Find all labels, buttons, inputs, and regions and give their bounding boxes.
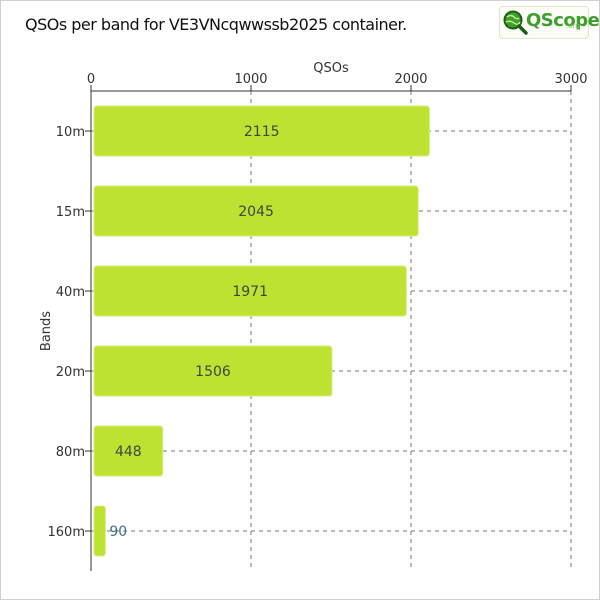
grid-lines: [91, 91, 572, 571]
bar-40m: [93, 265, 407, 317]
y-tick-label: 20m: [56, 365, 85, 380]
y-tick-label: 40m: [56, 285, 85, 300]
bar-value-label: 2045: [238, 204, 274, 220]
bar-value-label: 90: [109, 524, 127, 540]
chart-title: QSOs per band for VE3VNcqwwssb2025 conta…: [25, 15, 407, 34]
y-axis-label: Bands: [39, 311, 54, 351]
qscope-logo[interactable]: QScope .org: [499, 6, 599, 39]
bars: 2115 2045 1971 1506 448 90: [93, 105, 430, 557]
axes: 0 1000 2000 3000 10m 15m 40m 20m 80m 160m: [48, 72, 588, 571]
y-tick-label: 15m: [56, 205, 85, 220]
bar-15m: [93, 185, 419, 237]
y-tick-label: 80m: [56, 445, 85, 460]
magnifier-globe-icon: [503, 10, 528, 35]
x-tick-label: 0: [87, 72, 95, 87]
bar-160m: [93, 505, 106, 557]
y-tick-label: 160m: [48, 525, 85, 540]
bar-value-label: 1506: [195, 364, 231, 380]
bar-value-label: 448: [115, 444, 142, 460]
bar-80m: [93, 425, 164, 477]
bar-20m: [93, 345, 333, 397]
bar-value-label: 2115: [244, 124, 280, 140]
bar-value-label: 1971: [232, 284, 268, 300]
x-tick-label: 3000: [554, 72, 587, 87]
y-tick-label: 10m: [56, 125, 85, 140]
logo-domain-suffix: .org: [566, 22, 580, 30]
bar-10m: [93, 105, 430, 157]
x-tick-label: 1000: [234, 72, 267, 87]
x-tick-label: 2000: [394, 72, 427, 87]
logo-wordmark: QScope: [526, 10, 600, 31]
x-axis-label: QSOs: [313, 61, 349, 76]
